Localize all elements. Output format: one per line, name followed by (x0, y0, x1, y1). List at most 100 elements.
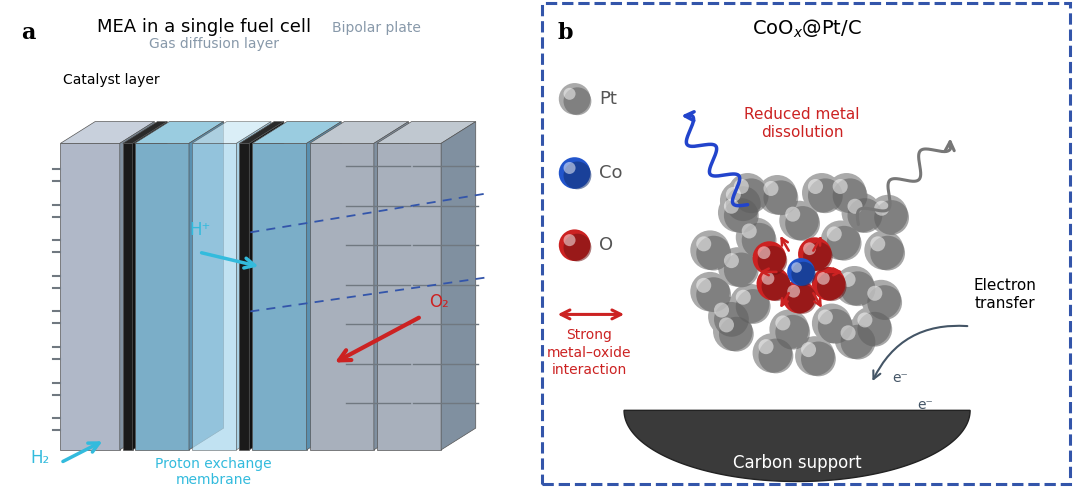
Polygon shape (133, 122, 167, 450)
Circle shape (558, 83, 591, 115)
Circle shape (818, 309, 852, 344)
Circle shape (775, 315, 810, 350)
Circle shape (787, 258, 815, 286)
Circle shape (564, 87, 592, 115)
Circle shape (808, 179, 823, 194)
Circle shape (564, 234, 576, 246)
Circle shape (742, 223, 757, 239)
Circle shape (785, 206, 820, 241)
Text: e⁻: e⁻ (892, 370, 908, 385)
Polygon shape (60, 122, 154, 143)
Circle shape (816, 272, 829, 285)
Circle shape (697, 278, 712, 293)
Circle shape (724, 198, 759, 233)
Circle shape (730, 284, 769, 323)
Circle shape (733, 178, 769, 213)
Circle shape (833, 178, 867, 213)
Circle shape (564, 162, 592, 189)
Circle shape (764, 180, 798, 215)
Circle shape (758, 339, 773, 354)
Polygon shape (123, 143, 133, 450)
Circle shape (841, 193, 881, 232)
Polygon shape (441, 122, 475, 450)
Circle shape (792, 262, 801, 273)
Circle shape (801, 342, 816, 357)
Circle shape (818, 309, 833, 325)
Polygon shape (123, 122, 167, 143)
Text: Pt: Pt (599, 90, 617, 108)
Circle shape (714, 302, 729, 318)
Circle shape (564, 162, 576, 174)
Circle shape (697, 236, 712, 251)
Polygon shape (135, 143, 189, 450)
Circle shape (564, 234, 592, 261)
Circle shape (758, 246, 787, 275)
Circle shape (864, 230, 904, 270)
Text: e⁻: e⁻ (944, 426, 959, 440)
Circle shape (718, 193, 757, 232)
Text: Reduced metal
dissolution: Reduced metal dissolution (744, 107, 860, 140)
Circle shape (787, 285, 816, 314)
Polygon shape (310, 122, 408, 143)
Polygon shape (253, 122, 341, 143)
Circle shape (726, 186, 760, 221)
Circle shape (735, 289, 751, 305)
Circle shape (735, 217, 775, 257)
Text: Co: Co (599, 164, 623, 182)
Circle shape (787, 285, 800, 297)
Circle shape (764, 181, 779, 196)
Polygon shape (240, 143, 249, 450)
Circle shape (758, 247, 770, 259)
Circle shape (835, 266, 874, 305)
Text: b: b (557, 22, 573, 44)
Polygon shape (307, 122, 341, 450)
Circle shape (728, 173, 768, 212)
Circle shape (851, 306, 891, 346)
Circle shape (808, 178, 842, 213)
Circle shape (801, 341, 836, 376)
Circle shape (858, 312, 892, 347)
Circle shape (758, 338, 794, 373)
Text: MEA in a single fuel cell: MEA in a single fuel cell (97, 18, 311, 36)
Circle shape (874, 200, 909, 235)
Polygon shape (192, 143, 237, 450)
Text: Strong
metal–oxide
interaction: Strong metal–oxide interaction (548, 329, 632, 377)
Circle shape (558, 229, 591, 261)
Circle shape (792, 262, 815, 286)
Circle shape (802, 173, 841, 212)
Circle shape (697, 277, 731, 312)
Text: a: a (21, 22, 36, 44)
Polygon shape (240, 122, 284, 143)
Circle shape (757, 175, 797, 214)
Circle shape (690, 230, 730, 270)
Polygon shape (192, 122, 271, 143)
Polygon shape (253, 143, 307, 450)
Circle shape (724, 199, 739, 214)
Circle shape (874, 201, 889, 216)
Polygon shape (120, 122, 154, 450)
Polygon shape (237, 122, 271, 450)
Circle shape (835, 319, 874, 359)
Circle shape (848, 199, 863, 214)
Circle shape (708, 296, 747, 336)
Circle shape (713, 311, 753, 351)
Circle shape (733, 179, 748, 194)
Circle shape (840, 325, 876, 360)
Circle shape (753, 241, 786, 275)
Circle shape (867, 285, 902, 320)
Circle shape (840, 272, 855, 287)
Circle shape (719, 317, 754, 352)
Polygon shape (135, 122, 224, 143)
Circle shape (870, 236, 886, 251)
Text: H⁺: H⁺ (189, 221, 211, 239)
Circle shape (714, 302, 748, 337)
Bar (542, 3, 1070, 485)
Circle shape (782, 280, 815, 313)
Circle shape (719, 317, 734, 332)
Text: e⁻: e⁻ (918, 398, 933, 412)
Circle shape (812, 303, 851, 343)
Circle shape (826, 226, 841, 242)
Circle shape (785, 206, 800, 222)
Circle shape (798, 237, 832, 271)
Circle shape (724, 252, 759, 288)
